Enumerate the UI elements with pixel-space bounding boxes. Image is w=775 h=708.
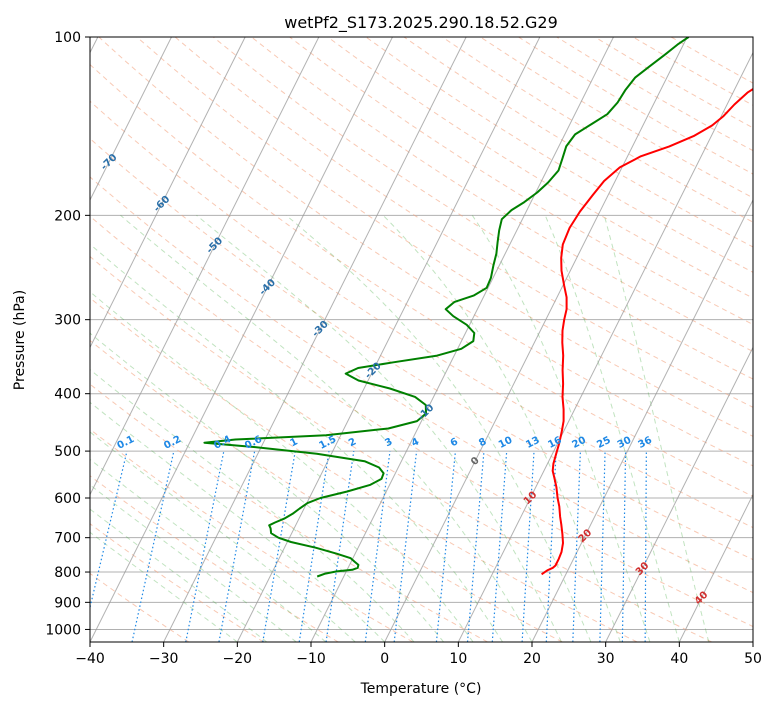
moist-adiabat bbox=[196, 214, 562, 642]
x-tick-label: 50 bbox=[744, 651, 762, 667]
y-tick-label: 500 bbox=[54, 444, 81, 460]
dry-adiabat bbox=[251, 37, 753, 353]
y-tick-label: 200 bbox=[54, 208, 81, 224]
x-tick-label: 30 bbox=[597, 651, 615, 667]
mixing-ratio-label: 2 bbox=[347, 436, 358, 449]
mixing-ratio-line bbox=[185, 450, 225, 642]
dry-adiabat bbox=[90, 572, 190, 642]
y-tick-label: 1000 bbox=[45, 622, 81, 638]
y-tick-label: 600 bbox=[54, 491, 81, 507]
temperature-profile bbox=[541, 87, 753, 576]
y-tick-label: 300 bbox=[54, 313, 81, 329]
isotherm-line bbox=[678, 493, 753, 642]
mixing-ratio-line bbox=[218, 450, 256, 642]
moist-adiabat bbox=[90, 458, 327, 642]
isotherm-line bbox=[310, 37, 614, 642]
x-tick-label: 20 bbox=[523, 651, 541, 667]
dry-adiabat bbox=[90, 100, 753, 529]
moist-adiabat bbox=[90, 332, 444, 642]
x-tick-label: −30 bbox=[149, 651, 179, 667]
dry-adiabat bbox=[136, 37, 753, 437]
moist-adiabat bbox=[382, 214, 621, 642]
moist-adiabat bbox=[120, 214, 533, 642]
y-axis: 100 200 300 400 500 600 700 800 900 1000 bbox=[45, 30, 90, 638]
moist-adiabat bbox=[90, 484, 297, 642]
x-axis-label: Temperature (°C) bbox=[360, 681, 482, 697]
y-tick-label: 700 bbox=[54, 531, 81, 547]
dry-adiabat bbox=[289, 37, 753, 326]
isotherm-line bbox=[605, 346, 753, 642]
mixing-ratio-label: 8 bbox=[477, 436, 488, 449]
isotherm-line bbox=[163, 37, 467, 642]
isotherm-line bbox=[384, 37, 688, 642]
mixing-ratio-line bbox=[325, 451, 355, 642]
y-tick-label: 400 bbox=[54, 387, 81, 403]
moist-adiabat bbox=[285, 214, 592, 642]
mixing-ratio-label: 4 bbox=[410, 436, 421, 449]
dry-adiabat bbox=[90, 383, 488, 642]
isotherm-line bbox=[531, 198, 753, 642]
dry-adiabat bbox=[90, 215, 753, 628]
x-tick-label: 0 bbox=[380, 651, 389, 667]
plot-frame bbox=[89, 36, 754, 643]
isotherm-line bbox=[90, 37, 393, 642]
isotherm-line bbox=[90, 37, 320, 496]
dry-adiabat bbox=[90, 255, 712, 642]
x-tick-label: −20 bbox=[223, 651, 253, 667]
dry-adiabat bbox=[90, 297, 638, 642]
profiles-layer bbox=[203, 37, 753, 578]
moist-adiabat bbox=[90, 368, 415, 642]
y-axis-label: Pressure (hPa) bbox=[12, 290, 28, 390]
y-tick-label: 900 bbox=[54, 595, 81, 611]
isotherm-line bbox=[90, 37, 172, 202]
background-lines bbox=[90, 37, 753, 642]
mixing-ratio-line bbox=[393, 451, 418, 642]
moist-adiabat bbox=[90, 291, 474, 642]
isotherm-line bbox=[90, 37, 246, 349]
mixing-ratio-line bbox=[364, 451, 391, 642]
x-tick-label: 10 bbox=[449, 651, 467, 667]
mixing-ratio-label: 6 bbox=[449, 436, 460, 449]
moist-adiabat bbox=[90, 401, 386, 642]
moist-adiabat bbox=[471, 215, 651, 642]
moist-adiabat bbox=[603, 215, 710, 642]
chart-title: wetPf2_S173.2025.290.18.52.G29 bbox=[284, 13, 558, 33]
dry-adiabat bbox=[90, 339, 563, 642]
isotherm-line bbox=[457, 51, 753, 642]
moist-adiabat bbox=[90, 431, 356, 642]
dry-adiabat bbox=[174, 37, 753, 408]
dry-adiabat bbox=[212, 37, 753, 380]
dry-adiabat bbox=[90, 176, 753, 594]
x-tick-label: −10 bbox=[296, 651, 326, 667]
dewpoint-profile bbox=[203, 37, 690, 578]
y-tick-label: 100 bbox=[54, 30, 81, 46]
x-tick-label: 40 bbox=[670, 651, 688, 667]
mixing-ratio-line bbox=[131, 450, 175, 642]
dry-adiabat bbox=[90, 63, 753, 497]
mixing-ratio-label: 3 bbox=[383, 436, 394, 449]
moist-adiabat bbox=[544, 215, 680, 642]
y-tick-label: 800 bbox=[54, 565, 81, 581]
x-axis: −40 −30 −20 −10 0 10 20 30 40 50 bbox=[75, 642, 762, 667]
mixing-ratio-line bbox=[262, 451, 296, 642]
x-tick-label: −40 bbox=[75, 651, 105, 667]
dry-adiabat bbox=[90, 475, 339, 642]
mixing-ratio-label: 1 bbox=[289, 436, 300, 449]
